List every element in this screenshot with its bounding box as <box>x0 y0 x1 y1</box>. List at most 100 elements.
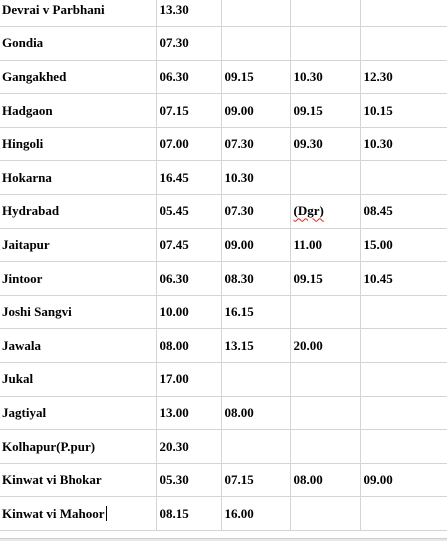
table-row: Devrai v Parbhani 13.30 <box>0 0 447 28</box>
table-row: Gangakhed 06.30 09.15 10.30 12.30 <box>0 60 447 95</box>
place-cell[interactable]: Jukal <box>0 362 157 397</box>
time-cell[interactable]: 10.15 <box>360 93 447 128</box>
table-row: Gondia 07.30 <box>0 26 447 61</box>
time-cell[interactable]: 09.00 <box>221 228 291 263</box>
time-cell[interactable] <box>290 295 361 330</box>
place-cell[interactable]: Hingoli <box>0 127 157 162</box>
time-cell[interactable]: 07.30 <box>221 127 291 162</box>
place-cell[interactable]: Hadgaon <box>0 93 157 128</box>
time-cell[interactable] <box>360 429 447 464</box>
time-cell[interactable]: 08.45 <box>360 194 447 229</box>
time-cell[interactable]: 08.00 <box>221 396 291 431</box>
table-row: Jukal 17.00 <box>0 362 447 397</box>
time-cell[interactable]: 05.45 <box>156 194 222 229</box>
time-cell[interactable]: 11.00 <box>290 228 361 263</box>
time-cell[interactable] <box>290 362 361 397</box>
time-cell[interactable]: 07.45 <box>156 228 222 263</box>
time-cell[interactable]: 06.30 <box>156 60 222 95</box>
place-text: Kinwat vi Mahoor <box>2 505 105 521</box>
time-cell[interactable] <box>290 396 361 431</box>
place-cell[interactable]: Jaitapur <box>0 228 157 263</box>
time-cell[interactable]: 07.30 <box>156 26 222 61</box>
time-cell[interactable]: 16.15 <box>221 295 291 330</box>
time-cell[interactable] <box>290 160 361 196</box>
time-cell[interactable]: 10.30 <box>290 60 361 95</box>
place-cell[interactable]: Gondia <box>0 26 157 61</box>
time-cell[interactable]: 08.15 <box>156 496 222 531</box>
place-cell[interactable]: Gangakhed <box>0 60 157 95</box>
place-cell[interactable]: Jagtiyal <box>0 396 157 431</box>
time-cell[interactable] <box>360 328 447 364</box>
table-row: Hingoli 07.00 07.30 09.30 10.30 <box>0 127 447 162</box>
table-row: Jagtiyal 13.00 08.00 <box>0 396 447 431</box>
place-cell[interactable]: Jintoor <box>0 261 157 296</box>
time-cell[interactable]: 10.30 <box>360 127 447 162</box>
time-cell[interactable] <box>360 0 447 28</box>
time-cell[interactable]: 13.15 <box>221 328 291 364</box>
time-cell[interactable]: 16.45 <box>156 160 222 196</box>
spellcheck-flagged-text: (Dgr) <box>293 203 324 219</box>
time-cell[interactable]: 08.30 <box>221 261 291 296</box>
time-cell[interactable]: (Dgr) <box>290 194 361 229</box>
place-cell[interactable]: Kinwat vi Mahoor <box>0 496 157 531</box>
table-row: Jawala 08.00 13.15 20.00 <box>0 328 447 364</box>
time-cell[interactable]: 16.00 <box>221 496 291 531</box>
time-cell[interactable] <box>290 26 361 61</box>
time-cell[interactable] <box>290 429 361 464</box>
place-cell[interactable]: Joshi Sangvi <box>0 295 157 330</box>
time-cell[interactable] <box>360 26 447 61</box>
time-cell[interactable]: 13.30 <box>156 0 222 28</box>
time-cell[interactable]: 08.00 <box>156 328 222 364</box>
time-cell[interactable]: 09.15 <box>290 261 361 296</box>
place-cell[interactable]: Jawala <box>0 328 157 364</box>
time-cell[interactable]: 10.00 <box>156 295 222 330</box>
time-cell[interactable]: 07.15 <box>221 463 291 498</box>
table-row: Jintoor 06.30 08.30 09.15 10.45 <box>0 261 447 296</box>
place-cell[interactable]: Kolhapur(P.pur) <box>0 429 157 464</box>
table-row: Hokarna 16.45 10.30 <box>0 160 447 196</box>
time-cell[interactable] <box>290 0 361 28</box>
table-row: Joshi Sangvi 10.00 16.15 <box>0 295 447 330</box>
place-cell[interactable]: Devrai v Parbhani <box>0 0 157 28</box>
time-cell[interactable]: 09.15 <box>221 60 291 95</box>
time-cell[interactable] <box>360 295 447 330</box>
time-cell[interactable]: 09.00 <box>221 93 291 128</box>
time-cell[interactable] <box>221 26 291 61</box>
time-cell[interactable]: 09.00 <box>360 463 447 498</box>
time-cell[interactable]: 07.30 <box>221 194 291 229</box>
time-cell[interactable]: 17.00 <box>156 362 222 397</box>
table-row: Hadgaon 07.15 09.00 09.15 10.15 <box>0 93 447 128</box>
time-cell[interactable]: 08.00 <box>290 463 361 498</box>
time-cell[interactable] <box>360 362 447 397</box>
place-cell[interactable]: Hokarna <box>0 160 157 196</box>
time-cell[interactable]: 07.15 <box>156 93 222 128</box>
time-cell[interactable] <box>290 496 361 531</box>
table-row: Hydrabad 05.45 07.30 (Dgr) 08.45 <box>0 194 447 229</box>
time-cell[interactable] <box>221 0 291 28</box>
place-cell[interactable]: Kinwat vi Bhokar <box>0 463 157 498</box>
time-cell[interactable]: 20.00 <box>290 328 361 364</box>
time-cell[interactable] <box>221 429 291 464</box>
time-cell[interactable]: 20.30 <box>156 429 222 464</box>
time-cell[interactable]: 13.00 <box>156 396 222 431</box>
time-cell[interactable]: 09.15 <box>290 93 361 128</box>
time-cell[interactable] <box>360 396 447 431</box>
time-cell[interactable] <box>221 362 291 397</box>
text-cursor <box>105 505 107 521</box>
time-cell[interactable]: 06.30 <box>156 261 222 296</box>
time-cell[interactable]: 05.30 <box>156 463 222 498</box>
time-cell[interactable]: 12.30 <box>360 60 447 95</box>
place-cell[interactable]: Hydrabad <box>0 194 157 229</box>
time-cell[interactable] <box>360 160 447 196</box>
table-row: Kolhapur(P.pur) 20.30 <box>0 429 447 464</box>
table-row: Kinwat vi Mahoor 08.15 16.00 <box>0 496 447 531</box>
time-cell[interactable] <box>360 496 447 531</box>
table-row: Kinwat vi Bhokar 05.30 07.15 08.00 09.00 <box>0 463 447 498</box>
time-cell[interactable]: 07.00 <box>156 127 222 162</box>
time-cell[interactable]: 15.00 <box>360 228 447 263</box>
time-cell[interactable]: 09.30 <box>290 127 361 162</box>
time-cell[interactable]: 10.30 <box>221 160 291 196</box>
time-cell[interactable]: 10.45 <box>360 261 447 296</box>
